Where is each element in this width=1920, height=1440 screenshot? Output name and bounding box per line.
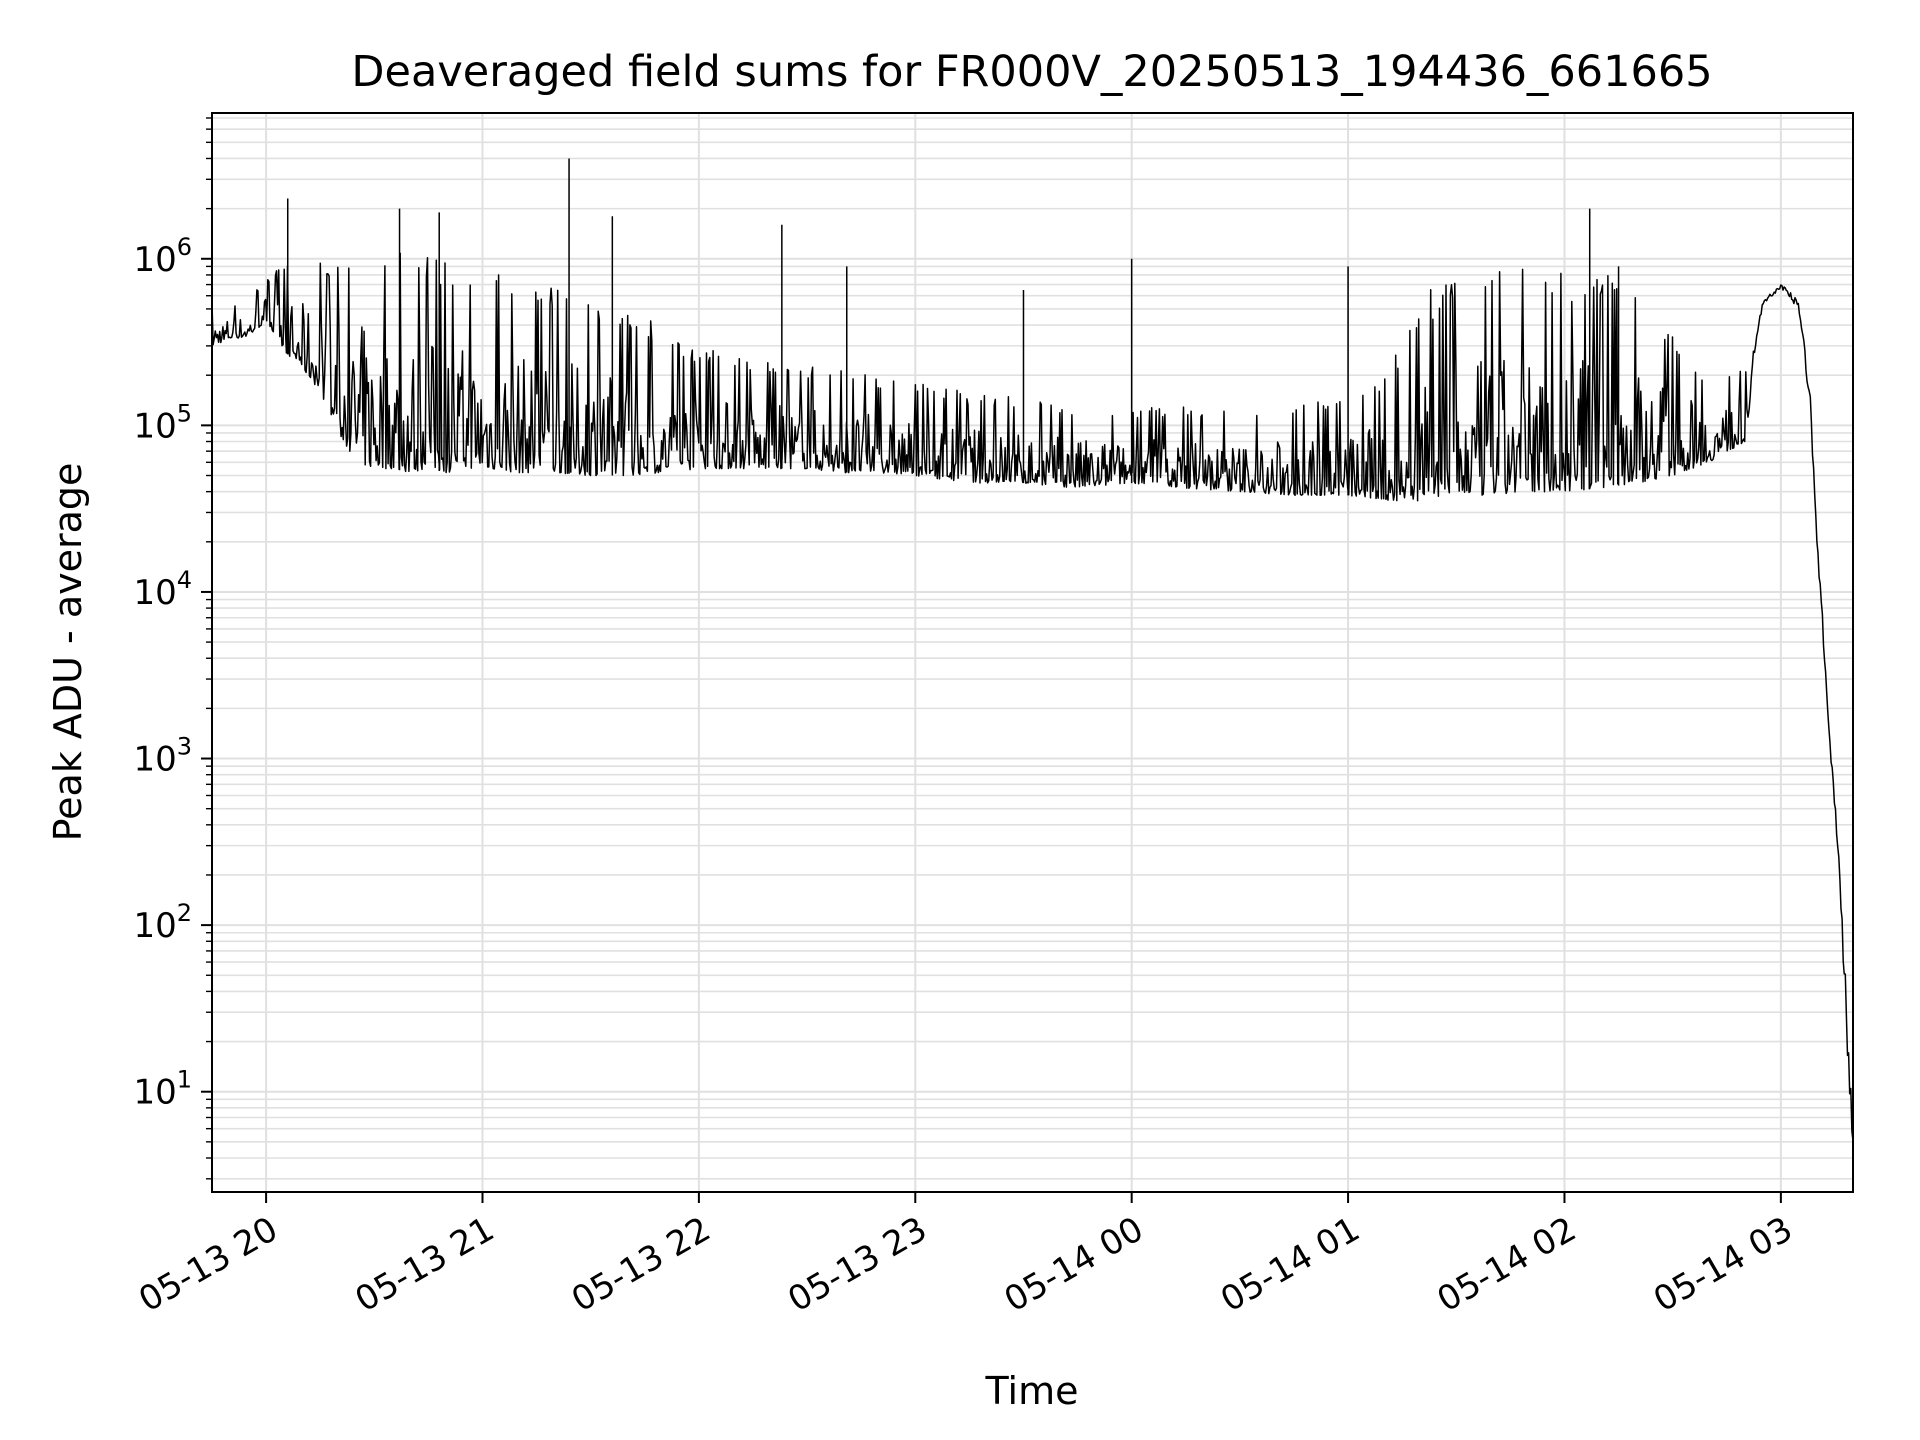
x-tick-label: 05-14 02 xyxy=(1431,1209,1583,1320)
x-tick-label: 05-13 22 xyxy=(565,1209,717,1320)
y-tick-label: 103 xyxy=(133,733,192,780)
axis-ticks: 05-13 20 05-13 21 05-13 22 05-13 23 05-14 00… xyxy=(132,118,1799,1320)
chart-title: Deaveraged field sums for FR000V_2025051… xyxy=(351,47,1712,97)
y-axis-label: Peak ADU - average xyxy=(46,463,90,842)
grid xyxy=(212,113,1853,1192)
series-line xyxy=(212,253,1853,1141)
y-tick-label: 102 xyxy=(133,899,192,946)
x-axis-label: Time xyxy=(985,1369,1079,1413)
y-tick-label: 105 xyxy=(133,399,192,446)
x-tick-label: 05-14 03 xyxy=(1647,1209,1799,1320)
x-tick-label: 05-14 01 xyxy=(1214,1209,1366,1320)
plot-area xyxy=(212,158,1853,1141)
y-tick-label: 104 xyxy=(133,566,192,613)
x-tick-label: 05-13 20 xyxy=(132,1209,284,1320)
y-tick-label: 101 xyxy=(133,1066,192,1113)
x-tick-label: 05-14 00 xyxy=(998,1209,1150,1320)
x-tick-label: 05-13 21 xyxy=(349,1209,501,1320)
y-tick-label: 106 xyxy=(133,233,192,280)
x-tick-label: 05-13 23 xyxy=(781,1209,933,1320)
